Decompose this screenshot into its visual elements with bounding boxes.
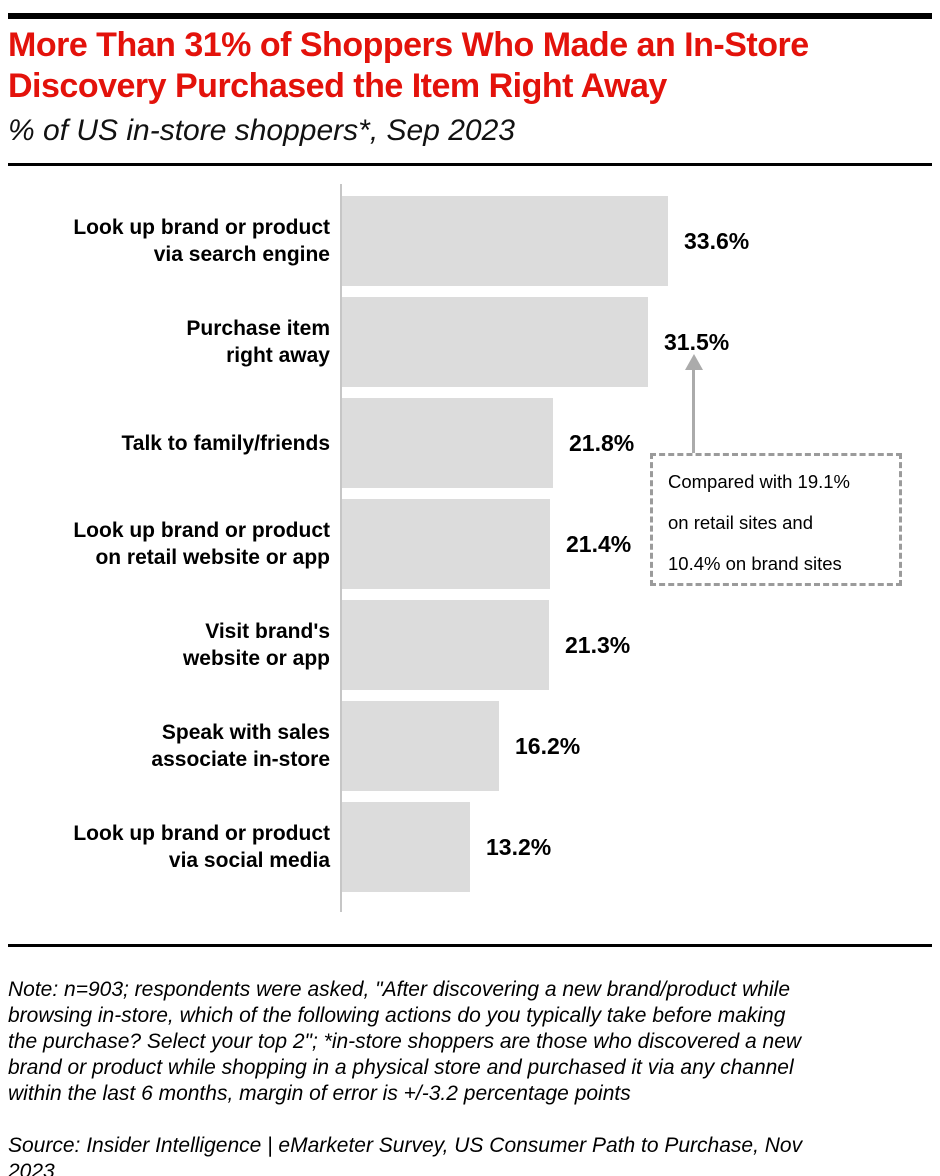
bar <box>342 802 470 892</box>
value-label: 21.3% <box>565 631 631 658</box>
bar-zone: 31.5% <box>342 297 932 387</box>
top-divider <box>8 13 932 19</box>
chart-row: Look up brand or product via search engi… <box>8 196 932 286</box>
bar-zone: 21.8% <box>342 398 932 488</box>
category-label: Talk to family/friends <box>121 431 331 455</box>
bar-rows: Look up brand or product via search engi… <box>8 166 932 892</box>
bar-zone: 13.2% <box>342 802 932 892</box>
bar-zone: 33.6% <box>342 196 932 286</box>
chart-note: Note: n=903; respondents were asked, "Af… <box>8 978 802 1105</box>
bar <box>342 701 499 791</box>
value-label: 13.2% <box>486 833 552 860</box>
category-label: Visit brand's website or app <box>182 620 330 670</box>
annotation-arrow-line <box>692 369 695 453</box>
page-title: More Than 31% of Shoppers Who Made an In… <box>8 26 809 105</box>
y-axis-line <box>340 184 342 912</box>
chart-row: Speak with sales associate in-store 16.2% <box>8 701 932 791</box>
annotation-box: Compared with 19.1% on retail sites and … <box>650 453 902 586</box>
bar <box>342 499 550 589</box>
category-label: Look up brand or product via social medi… <box>73 822 330 872</box>
value-label: 31.5% <box>664 328 730 355</box>
bar <box>342 600 549 690</box>
chart-row: Look up brand or product on retail websi… <box>8 499 932 589</box>
chart-source: Source: Insider Intelligence | eMarketer… <box>8 1134 803 1176</box>
value-label: 16.2% <box>515 732 581 759</box>
bar-chart: Look up brand or product via search engi… <box>8 166 932 944</box>
bar <box>342 398 553 488</box>
header-divider <box>8 163 932 166</box>
value-label: 33.6% <box>684 227 750 254</box>
chart-row: Visit brand's website or app 21.3% <box>8 600 932 690</box>
bar-zone: 21.4% <box>342 499 932 589</box>
chart-row: Purchase item right away 31.5% <box>8 297 932 387</box>
category-label: Look up brand or product via search engi… <box>73 216 330 266</box>
bar-zone: 16.2% <box>342 701 932 791</box>
annotation-arrow-head <box>685 354 703 370</box>
bar-zone: 21.3% <box>342 600 932 690</box>
value-label: 21.8% <box>569 429 635 456</box>
category-label: Speak with sales associate in-store <box>151 721 330 771</box>
bar <box>342 196 668 286</box>
note-divider <box>8 944 932 947</box>
chart-subtitle: % of US in-store shoppers*, Sep 2023 <box>8 114 515 147</box>
chart-row: Talk to family/friends 21.8% <box>8 398 932 488</box>
chart-row: Look up brand or product via social medi… <box>8 802 932 892</box>
category-label: Look up brand or product on retail websi… <box>73 519 330 569</box>
bar <box>342 297 648 387</box>
category-label: Purchase item right away <box>186 317 330 367</box>
value-label: 21.4% <box>566 530 632 557</box>
